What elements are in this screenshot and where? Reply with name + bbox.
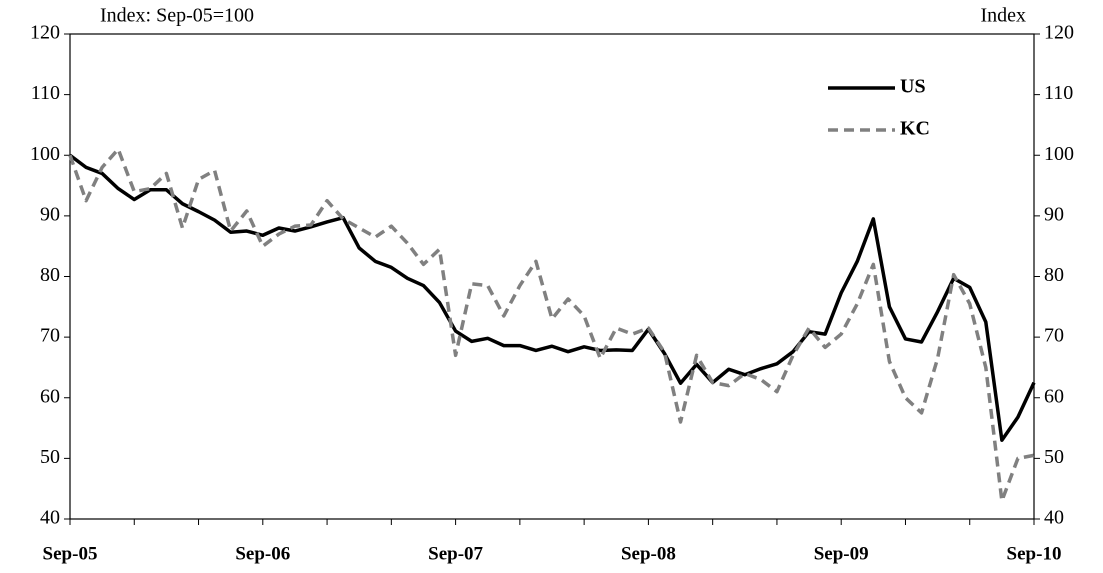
line-series xyxy=(68,153,1036,442)
line-series xyxy=(68,147,1035,503)
y2-tick-label: 70 xyxy=(1044,325,1064,347)
legend-label: US xyxy=(900,76,926,98)
y2-tick-label: 110 xyxy=(1044,82,1073,104)
x-tick-label: Sep-08 xyxy=(621,543,676,564)
y-tick-label: 40 xyxy=(40,507,60,529)
y2-tick-label: 120 xyxy=(1044,22,1074,44)
x-tick-label: Sep-09 xyxy=(814,543,869,564)
y2-tick-label: 80 xyxy=(1044,264,1064,286)
legend-label: KC xyxy=(900,118,930,140)
y2-tick-label: 100 xyxy=(1044,143,1074,165)
y-tick-label: 50 xyxy=(40,446,60,468)
plot-frame xyxy=(69,33,1035,520)
y2-tick-label: 60 xyxy=(1044,385,1064,407)
x-tick-label: Sep-07 xyxy=(428,543,483,564)
y-tick-label: 80 xyxy=(40,264,60,286)
y-tick-label: 90 xyxy=(40,203,60,225)
y-tick-label: 110 xyxy=(31,82,60,104)
y-axis-title: Index: Sep-05=100 xyxy=(100,5,254,27)
x-tick-label: Sep-10 xyxy=(1007,543,1062,564)
x-tick-label: Sep-05 xyxy=(43,543,98,564)
y-tick-label: 100 xyxy=(30,143,60,165)
y-tick-label: 70 xyxy=(40,325,60,347)
y-tick-label: 120 xyxy=(30,22,60,44)
y-tick-label: 60 xyxy=(40,385,60,407)
y2-tick-label: 90 xyxy=(1044,203,1064,225)
y2-tick-label: 50 xyxy=(1044,446,1064,468)
x-tick-label: Sep-06 xyxy=(235,543,290,564)
y2-axis-title: Index xyxy=(980,5,1026,27)
y2-tick-label: 40 xyxy=(1044,507,1064,529)
